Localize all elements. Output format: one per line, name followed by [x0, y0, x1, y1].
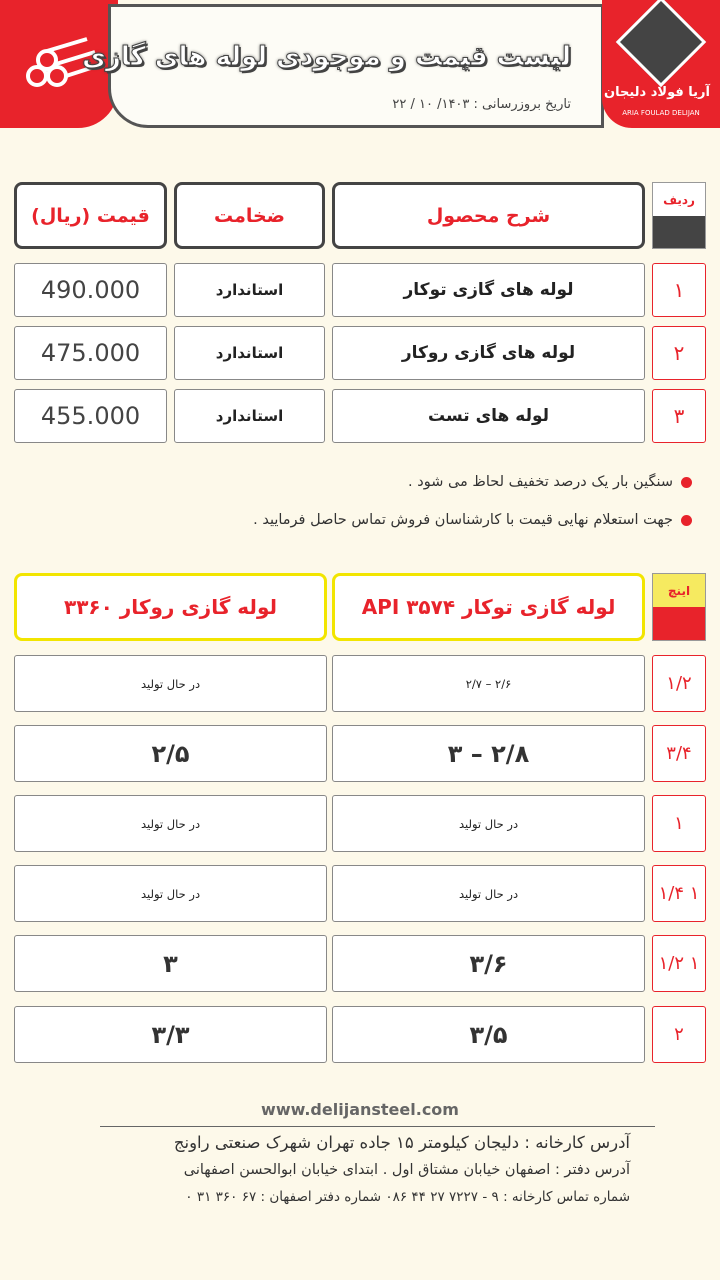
- header-rokar: لوله گازی روکار ۳۳۶۰: [14, 573, 327, 641]
- rokar-thickness: در حال تولید: [14, 795, 327, 852]
- note: جهت استعلام نهایی قیمت با کارشناسان فروش…: [253, 510, 692, 530]
- row-index: ۱: [652, 263, 706, 317]
- header-tokar: لوله گازی توکار API ۳۵۷۴: [332, 573, 645, 641]
- size-inch: ۳/۴: [652, 725, 706, 782]
- bullet-icon: [681, 476, 692, 488]
- brand-name-fa: آریا فولاد دلیجان: [604, 85, 710, 100]
- company-logo: آریا فولاد دلیجان ARIA FOULAD DELIJAN: [602, 0, 720, 128]
- header-inch: اینچ: [652, 573, 706, 641]
- header-description: شرح محصول: [332, 182, 645, 249]
- header-price: قیمت (ریال): [14, 182, 167, 249]
- product-price: 455.000: [14, 389, 167, 443]
- header-thickness: ضخامت: [174, 182, 325, 249]
- rokar-thickness: در حال تولید: [14, 655, 327, 712]
- size-inch: ۲: [652, 1006, 706, 1063]
- brand-name-en: ARIA FOULAD DELIJAN: [622, 109, 700, 117]
- website-link[interactable]: www.delijansteel.com: [261, 1100, 459, 1119]
- update-date: تاریخ بروزرسانی : ۱۴۰۳/ ۱۰ / ۲۲: [392, 97, 571, 113]
- product-thickness: استاندارد: [174, 263, 325, 317]
- tokar-thickness: ۲/۶ – ۲/۷: [332, 655, 645, 712]
- tokar-thickness: ۲/۸ – ۳: [332, 725, 645, 782]
- product-price: 490.000: [14, 263, 167, 317]
- pipes-icon: [0, 0, 118, 128]
- product-description: لوله های گازی توکار: [332, 263, 645, 317]
- product-description: لوله های تست: [332, 389, 645, 443]
- tokar-thickness: ۳/۵: [332, 1006, 645, 1063]
- date-label: تاریخ بروزرسانی :: [473, 97, 571, 112]
- logo-diamond-icon: [615, 0, 707, 88]
- tokar-thickness: در حال تولید: [332, 795, 645, 852]
- size-inch: ۱/۲: [652, 655, 706, 712]
- bullet-icon: [681, 514, 692, 526]
- product-description: لوله های گازی روکار: [332, 326, 645, 380]
- row-index: ۳: [652, 389, 706, 443]
- size-inch: ۱ ۱/۲: [652, 935, 706, 992]
- size-inch: ۱ ۱/۴: [652, 865, 706, 922]
- divider: [100, 1126, 655, 1127]
- phone-numbers: شماره تماس کارخانه : ۹ - ۷۲۲۷ ۲۷ ۴۴ ۰۸۶ …: [185, 1189, 630, 1205]
- factory-address: آدرس کارخانه : دلیجان کیلومتر ۱۵ جاده ته…: [173, 1133, 630, 1152]
- title-box: لیست قیمت و موجودی لوله های گازی تاریخ ب…: [82, 4, 604, 128]
- date-value: ۱۴۰۳/ ۱۰ / ۲۲: [392, 97, 470, 112]
- product-thickness: استاندارد: [174, 326, 325, 380]
- rokar-thickness: ۲/۵: [14, 725, 327, 782]
- rokar-thickness: ۳/۳: [14, 1006, 327, 1063]
- note: سنگین بار یک درصد تخفیف لحاظ می شود .: [408, 472, 692, 492]
- header-radif: ردیف: [652, 182, 706, 249]
- product-thickness: استاندارد: [174, 389, 325, 443]
- tokar-thickness: در حال تولید: [332, 865, 645, 922]
- header: لیست قیمت و موجودی لوله های گازی تاریخ ب…: [0, 0, 720, 130]
- rokar-thickness: در حال تولید: [14, 865, 327, 922]
- product-price: 475.000: [14, 326, 167, 380]
- rokar-thickness: ۳: [14, 935, 327, 992]
- row-index: ۲: [652, 326, 706, 380]
- page-title: لیست قیمت و موجودی لوله های گازی: [82, 42, 572, 73]
- size-inch: ۱: [652, 795, 706, 852]
- tokar-thickness: ۳/۶: [332, 935, 645, 992]
- office-address: آدرس دفتر : اصفهان خیابان مشتاق اول . اب…: [183, 1162, 630, 1178]
